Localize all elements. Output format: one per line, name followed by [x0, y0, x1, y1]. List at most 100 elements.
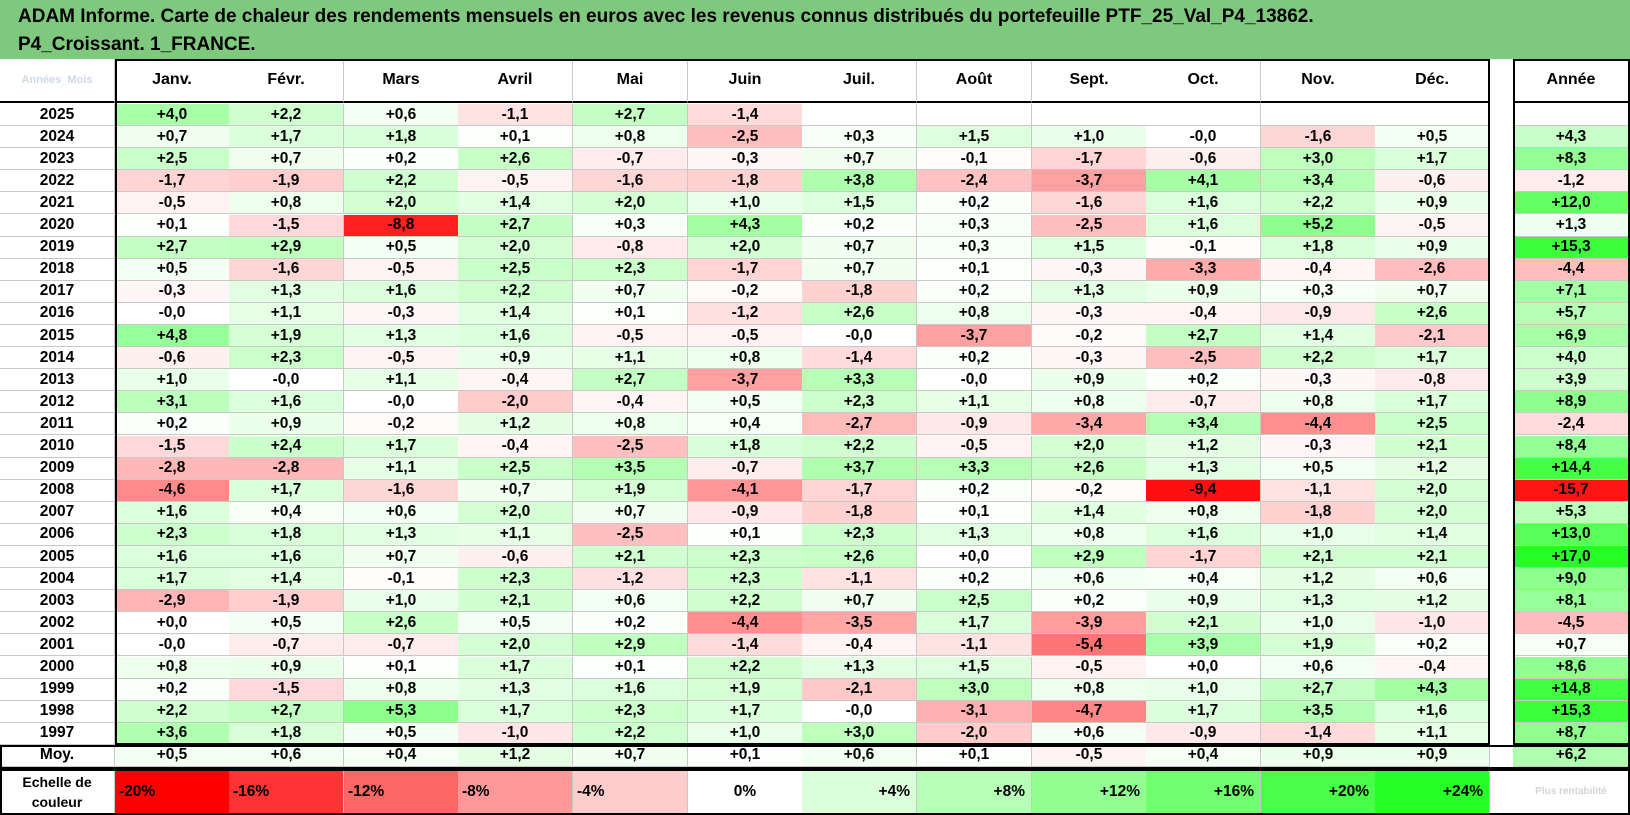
annual-cell: -15,7 — [1513, 479, 1630, 502]
heatmap-cell: +2,0 — [344, 192, 459, 215]
heatmap-cell: -0,4 — [1375, 656, 1490, 679]
heatmap-cell — [917, 104, 1032, 127]
heatmap-cell: +2,3 — [458, 568, 573, 591]
heatmap-cell: -0,7 — [344, 634, 459, 657]
heatmap-cell: -1,2 — [573, 568, 688, 591]
heatmap-cell: -0,0 — [115, 634, 230, 657]
heatmap-cell: +1,6 — [1146, 523, 1261, 546]
annual-cell: +13,0 — [1513, 523, 1630, 546]
scale-swatch: +20% — [1261, 769, 1376, 815]
annual-cell: +4,0 — [1513, 347, 1630, 370]
year-label: 2014 — [0, 347, 115, 370]
heatmap-cell: +0,2 — [573, 612, 688, 635]
average-cell: +0,1 — [688, 744, 803, 767]
heatmap-cell: +0,9 — [1146, 590, 1261, 613]
heatmap-cell: -0,5 — [1375, 214, 1490, 237]
heatmap-cell: +0,5 — [1375, 126, 1490, 149]
heatmap-cell: +2,9 — [573, 634, 688, 657]
heatmap-cell: +1,1 — [917, 391, 1032, 414]
heatmap-cell — [1146, 104, 1261, 127]
annual-cell: +8,3 — [1513, 148, 1630, 171]
heatmap-cell: +0,8 — [1032, 523, 1147, 546]
heatmap-cell: +2,2 — [1261, 192, 1376, 215]
heatmap-cell: -1,5 — [115, 435, 230, 458]
scale-swatch: +8% — [917, 769, 1032, 815]
heatmap-cell: -2,4 — [917, 170, 1032, 193]
year-label: 2012 — [0, 391, 115, 414]
heatmap-cell: -0,1 — [917, 148, 1032, 171]
heatmap-cell: -0,3 — [1261, 369, 1376, 392]
heatmap-cell: -1,4 — [688, 634, 803, 657]
annual-cell: +8,1 — [1513, 590, 1630, 613]
annual-cell: +0,7 — [1513, 634, 1630, 657]
heatmap-cell: -0,3 — [1032, 302, 1147, 325]
heatmap-cell: +0,3 — [917, 236, 1032, 259]
heatmap-cell: +3,0 — [802, 722, 917, 745]
month-header: Mars — [344, 59, 459, 103]
year-label: 2016 — [0, 302, 115, 325]
annual-cell: +7,1 — [1513, 280, 1630, 303]
heatmap-cell: -0,5 — [917, 435, 1032, 458]
heatmap-cell: +1,5 — [917, 656, 1032, 679]
heatmap-cell: +1,0 — [1032, 126, 1147, 149]
heatmap-cell: -3,4 — [1032, 413, 1147, 436]
year-label: 2004 — [0, 568, 115, 591]
heatmap-cell: -0,3 — [344, 302, 459, 325]
heatmap-cell: +0,2 — [1375, 634, 1490, 657]
heatmap-cell: +1,7 — [688, 700, 803, 723]
annual-cell: +5,3 — [1513, 501, 1630, 524]
heatmap-cell: +0,2 — [1146, 369, 1261, 392]
month-header: Juin — [688, 59, 803, 103]
heatmap-cell: -1,4 — [802, 347, 917, 370]
scale-swatch: -4% — [573, 769, 688, 815]
heatmap-cell — [1375, 104, 1490, 127]
heatmap-cell: -1,1 — [917, 634, 1032, 657]
heatmap-cell: +2,7 — [1146, 325, 1261, 348]
heatmap-cell: +1,0 — [115, 369, 230, 392]
heatmap-cell: +0,9 — [1146, 280, 1261, 303]
heatmap-cell: +1,2 — [1375, 457, 1490, 480]
heatmap-cell: -3,7 — [917, 325, 1032, 348]
heatmap-cell: +2,2 — [229, 104, 344, 127]
heatmap-cell: +3,4 — [1146, 413, 1261, 436]
heatmap-cell: +5,3 — [344, 700, 459, 723]
heatmap-cell: +2,3 — [115, 523, 230, 546]
annual-cell: +15,3 — [1513, 700, 1630, 723]
annual-cell: +14,4 — [1513, 457, 1630, 480]
heatmap-cell: +1,5 — [1032, 236, 1147, 259]
heatmap-cell: +1,3 — [1032, 280, 1147, 303]
heatmap-cell: +0,5 — [344, 722, 459, 745]
heatmap-cell: +2,7 — [229, 700, 344, 723]
heatmap-cell: +2,3 — [688, 568, 803, 591]
heatmap-cell: -1,2 — [688, 302, 803, 325]
heatmap-cell: -0,2 — [1032, 325, 1147, 348]
heatmap-cell: -8,8 — [344, 214, 459, 237]
heatmap-cell: +3,9 — [1146, 634, 1261, 657]
heatmap-cell: +2,0 — [1375, 479, 1490, 502]
heatmap-cell: +1,6 — [573, 678, 688, 701]
heatmap-cell: +1,6 — [1375, 700, 1490, 723]
heatmap-cell: +4,0 — [115, 104, 230, 127]
heatmap-cell: -5,4 — [1032, 634, 1147, 657]
heatmap-cell: +0,6 — [1261, 656, 1376, 679]
heatmap-cell: +3,1 — [115, 391, 230, 414]
year-label: 2015 — [0, 325, 115, 348]
heatmap-cell: -0,6 — [1375, 170, 1490, 193]
heatmap-cell: +3,8 — [802, 170, 917, 193]
heatmap-cell: +0,1 — [573, 656, 688, 679]
heatmap-cell: +0,7 — [573, 280, 688, 303]
heatmap-cell: +0,2 — [1032, 590, 1147, 613]
heatmap-cell: +2,0 — [1375, 501, 1490, 524]
heatmap-cell: +2,7 — [573, 369, 688, 392]
heatmap-cell: +0,7 — [802, 258, 917, 281]
heatmap-cell: -1,7 — [115, 170, 230, 193]
heatmap-cell: -0,0 — [344, 391, 459, 414]
heatmap-cell: +0,5 — [115, 258, 230, 281]
heatmap-cell: +2,0 — [573, 192, 688, 215]
heatmap-cell: +0,6 — [344, 501, 459, 524]
heatmap-cell: +1,8 — [688, 435, 803, 458]
heatmap-cell: +1,8 — [229, 523, 344, 546]
heatmap-cell: +2,6 — [458, 148, 573, 171]
heatmap-cell: +4,3 — [1375, 678, 1490, 701]
